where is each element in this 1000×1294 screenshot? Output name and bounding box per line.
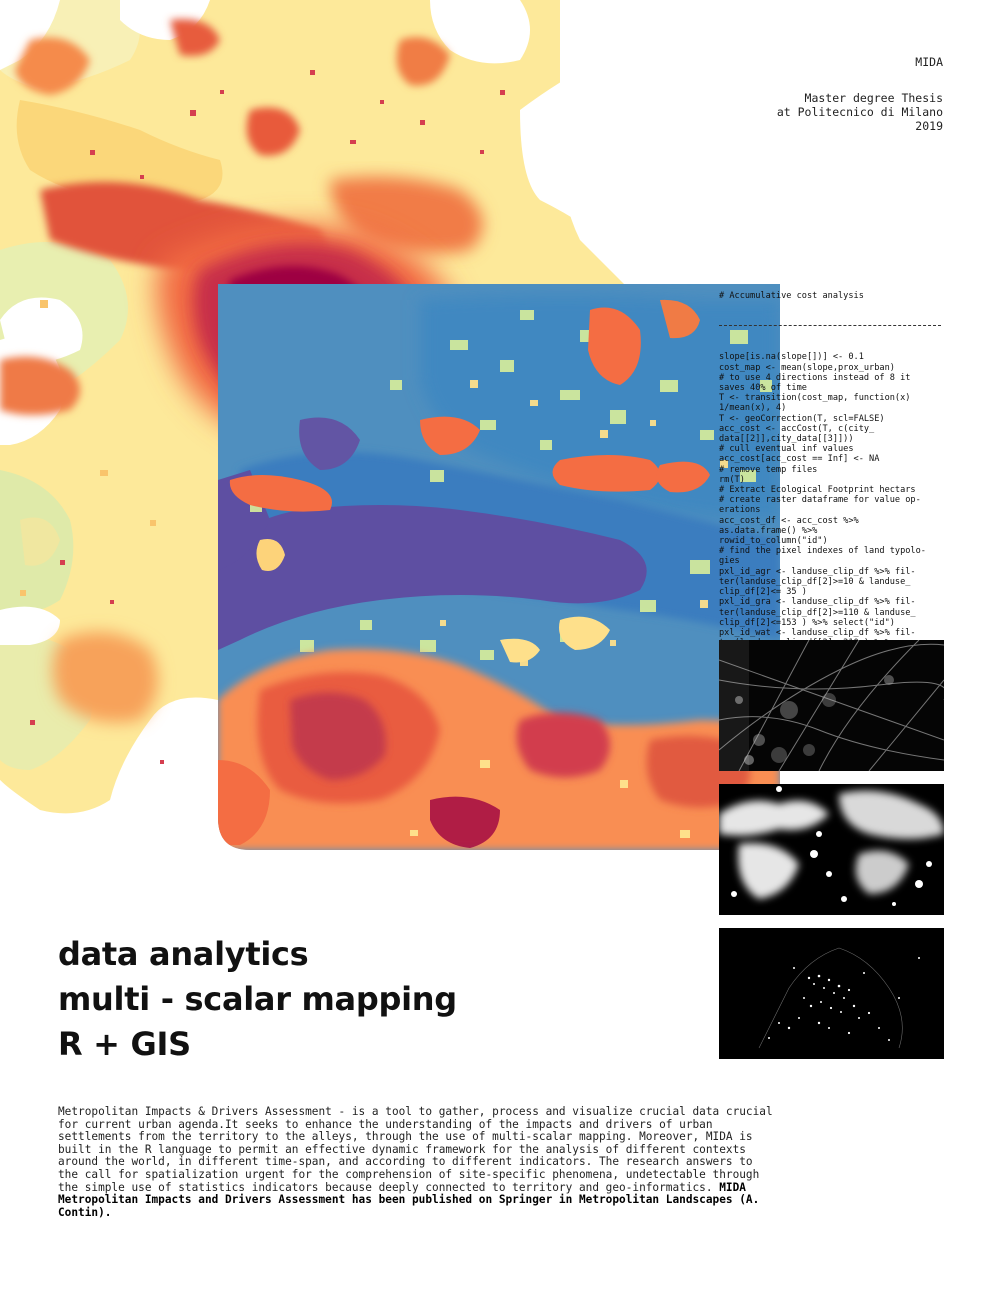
description-publication-note: MIDA Metropolitan Impacts and Drivers As… [58, 1180, 760, 1219]
header: MIDA Master degree Thesis at Politecnico… [777, 55, 943, 133]
night-lights-thumbnail [719, 928, 944, 1059]
headline-line-2: multi - scalar mapping [58, 980, 457, 1018]
r-code-listing: # Accumulative cost analysis slope[is.na… [719, 271, 943, 651]
cost-analysis-map [0, 0, 780, 850]
density-blobs-thumbnail [719, 784, 944, 915]
urban-cost-square [218, 284, 780, 850]
header-title: MIDA [915, 55, 943, 69]
code-body: slope[is.na(slope[])] <- 0.1 cost_map <-… [719, 352, 926, 651]
description-paragraph: Metropolitan Impacts & Drivers Assessmen… [58, 1105, 778, 1219]
headline-line-3: R + GIS [58, 1025, 191, 1063]
header-subtitle-2: at Politecnico di Milano [776, 105, 943, 119]
header-year: 2019 [915, 119, 943, 133]
headline: data analytics multi - scalar mapping R … [58, 932, 457, 1067]
headline-line-1: data analytics [58, 935, 309, 973]
code-heading: # Accumulative cost analysis [719, 291, 864, 302]
header-subtitle-1: Master degree Thesis [804, 91, 943, 105]
code-divider [719, 325, 941, 327]
description-body: Metropolitan Impacts & Drivers Assessmen… [58, 1105, 773, 1194]
street-network-thumbnail [719, 640, 944, 771]
